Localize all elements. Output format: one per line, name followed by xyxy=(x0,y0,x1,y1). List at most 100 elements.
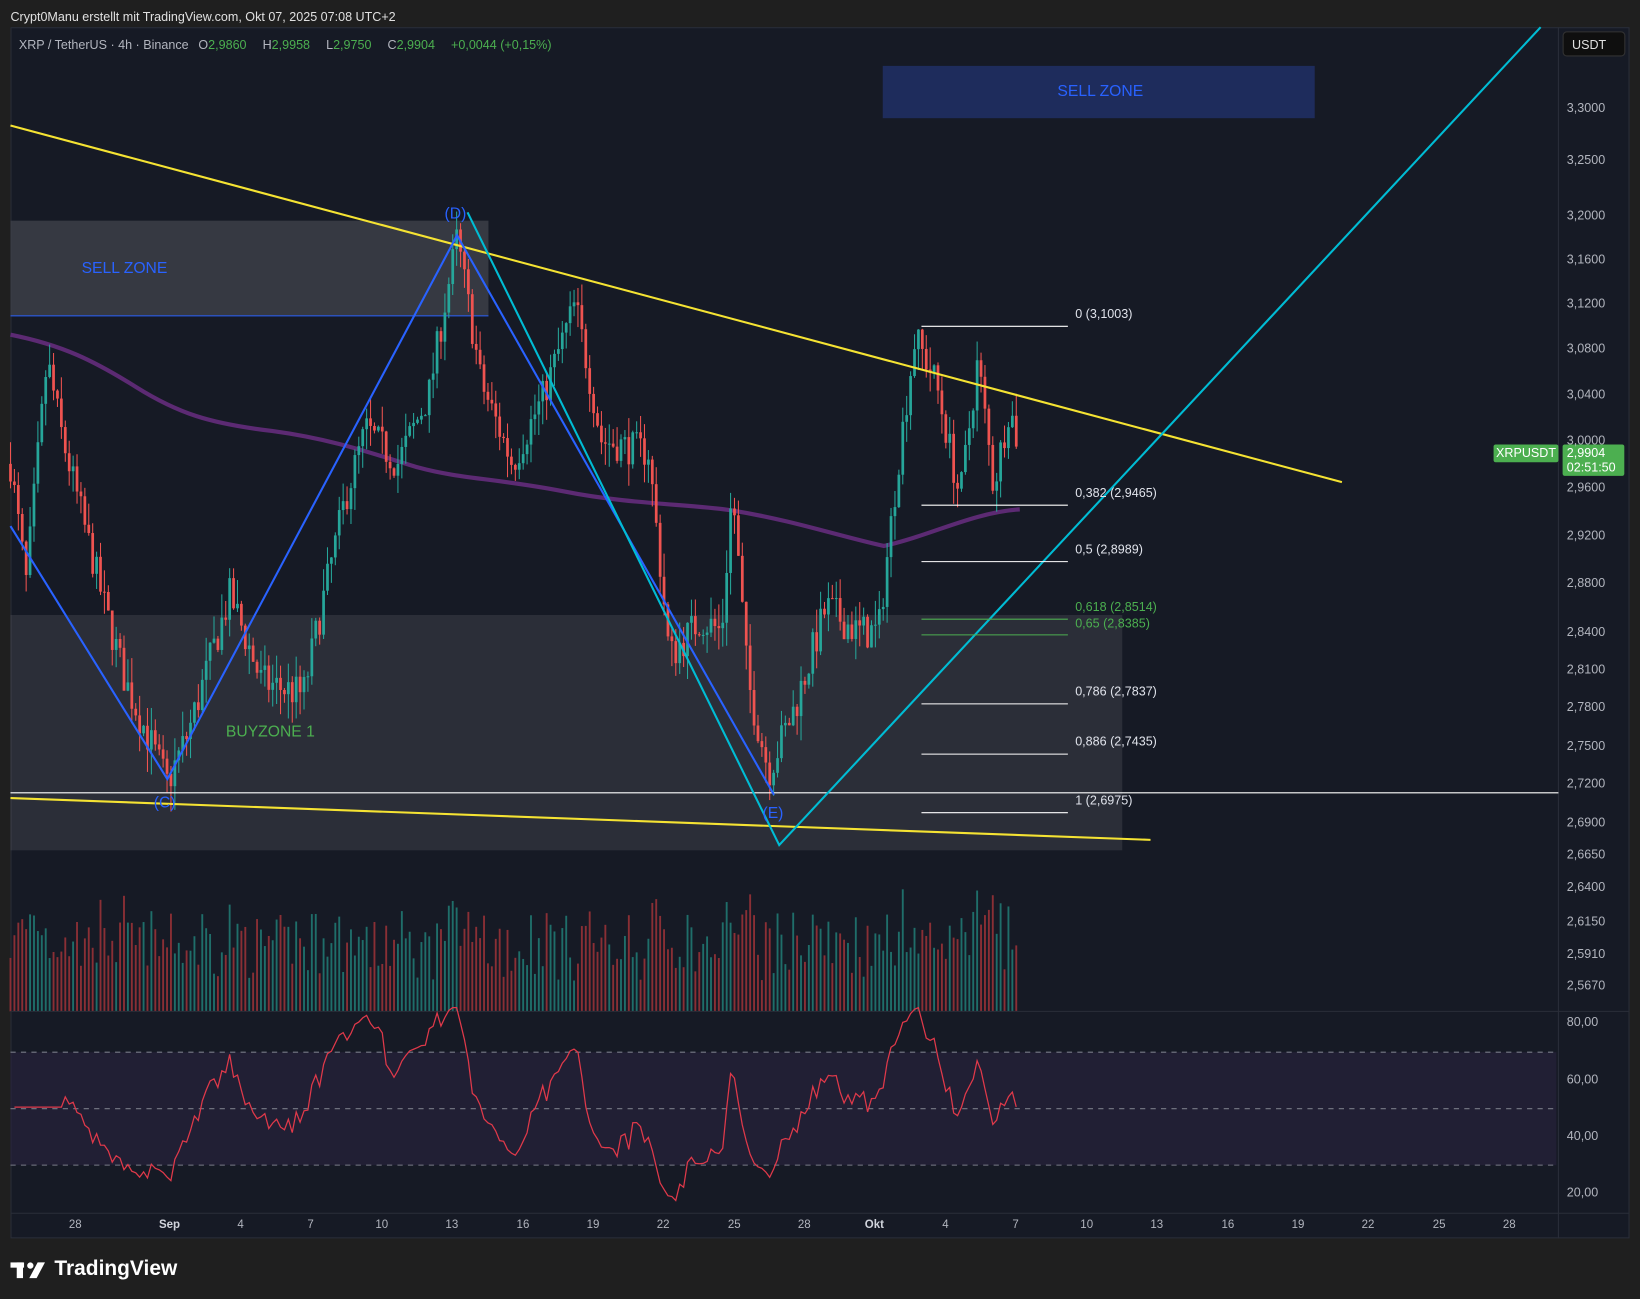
candle-body[interactable] xyxy=(365,418,368,430)
candle-body[interactable] xyxy=(858,620,862,626)
candle-body[interactable] xyxy=(705,632,709,635)
candle-body[interactable] xyxy=(838,598,842,622)
candle-body[interactable] xyxy=(639,432,642,439)
candle-body[interactable] xyxy=(803,680,807,685)
candle-body[interactable] xyxy=(286,682,290,695)
candle-body[interactable] xyxy=(811,632,815,674)
candle-body[interactable] xyxy=(948,433,952,443)
candle-body[interactable] xyxy=(870,625,873,648)
candle-body[interactable] xyxy=(799,680,803,717)
candle-body[interactable] xyxy=(416,419,419,423)
candle-body[interactable] xyxy=(443,312,447,342)
candle-body[interactable] xyxy=(204,660,208,680)
candle-body[interactable] xyxy=(760,741,764,748)
candle-body[interactable] xyxy=(87,524,91,534)
candle-body[interactable] xyxy=(275,677,278,683)
candle-body[interactable] xyxy=(79,491,83,497)
candle-body[interactable] xyxy=(654,484,658,523)
candle-body[interactable] xyxy=(564,323,568,333)
candle-body[interactable] xyxy=(369,418,372,426)
candle-body[interactable] xyxy=(16,485,20,514)
candle-body[interactable] xyxy=(337,510,341,536)
candle-body[interactable] xyxy=(157,744,161,750)
candle-body[interactable] xyxy=(224,617,228,620)
candle-body[interactable] xyxy=(999,442,1002,482)
candle-body[interactable] xyxy=(99,556,102,592)
candle-body[interactable] xyxy=(165,758,169,774)
candle-body[interactable] xyxy=(52,364,55,391)
candle-body[interactable] xyxy=(208,642,212,661)
candle-body[interactable] xyxy=(517,463,521,470)
candle-body[interactable] xyxy=(678,642,682,664)
candle-body[interactable] xyxy=(1010,415,1014,428)
candle-body[interactable] xyxy=(662,576,666,605)
candle-body[interactable] xyxy=(960,472,963,489)
candle-body[interactable] xyxy=(533,414,537,420)
candle-body[interactable] xyxy=(513,464,517,470)
candle-body[interactable] xyxy=(991,444,995,491)
candle-body[interactable] xyxy=(380,426,384,432)
candle-body[interactable] xyxy=(247,645,251,650)
candle-body[interactable] xyxy=(795,706,799,717)
candle-body[interactable] xyxy=(913,349,916,377)
candle-body[interactable] xyxy=(1014,415,1018,447)
candle-body[interactable] xyxy=(787,722,791,726)
candle-body[interactable] xyxy=(827,598,830,615)
candle-body[interactable] xyxy=(901,421,905,475)
candle-body[interactable] xyxy=(502,436,505,439)
candle-body[interactable] xyxy=(619,439,623,461)
candle-body[interactable] xyxy=(631,432,635,465)
candle-body[interactable] xyxy=(193,702,196,723)
candle-body[interactable] xyxy=(44,377,48,404)
candle-body[interactable] xyxy=(67,453,71,472)
candle-body[interactable] xyxy=(510,456,513,465)
candle-body[interactable] xyxy=(474,343,478,350)
candle-body[interactable] xyxy=(506,438,509,457)
candle-body[interactable] xyxy=(713,618,717,627)
candle-body[interactable] xyxy=(674,641,678,664)
candle-body[interactable] xyxy=(161,749,165,759)
candle-body[interactable] xyxy=(611,443,615,447)
candle-body[interactable] xyxy=(130,682,134,709)
candle-body[interactable] xyxy=(596,413,599,426)
candle-body[interactable] xyxy=(384,431,388,462)
candle-body[interactable] xyxy=(302,677,306,693)
candle-body[interactable] xyxy=(584,329,588,369)
candle-body[interactable] xyxy=(251,645,255,662)
candle-body[interactable] xyxy=(28,526,32,576)
candle-body[interactable] xyxy=(643,438,646,465)
candle-body[interactable] xyxy=(854,620,858,639)
candle-body[interactable] xyxy=(298,676,302,693)
candle-body[interactable] xyxy=(91,533,95,574)
candle-body[interactable] xyxy=(772,772,775,786)
candle-body[interactable] xyxy=(1003,442,1006,449)
candle-body[interactable] xyxy=(780,725,783,759)
candle-body[interactable] xyxy=(263,665,267,670)
candle-body[interactable] xyxy=(979,360,983,377)
candle-body[interactable] xyxy=(866,616,869,648)
upper-trendline[interactable] xyxy=(10,124,1343,484)
candle-body[interactable] xyxy=(150,730,153,750)
candle-body[interactable] xyxy=(936,365,940,391)
candle-body[interactable] xyxy=(228,578,232,620)
candle-body[interactable] xyxy=(568,306,572,324)
candle-body[interactable] xyxy=(834,598,838,600)
candle-body[interactable] xyxy=(200,679,204,711)
candle-body[interactable] xyxy=(24,541,28,576)
candle-body[interactable] xyxy=(721,622,725,629)
candle-body[interactable] xyxy=(118,639,122,648)
candle-body[interactable] xyxy=(846,624,850,640)
candle-body[interactable] xyxy=(709,618,713,633)
candle-body[interactable] xyxy=(971,410,975,429)
candle-body[interactable] xyxy=(956,482,959,489)
candle-body[interactable] xyxy=(924,348,928,370)
candle-body[interactable] xyxy=(964,444,967,473)
candle-body[interactable] xyxy=(874,624,877,626)
candle-body[interactable] xyxy=(478,349,482,365)
candle-body[interactable] xyxy=(447,284,451,313)
candle-body[interactable] xyxy=(271,682,275,690)
currency-button[interactable]: USDT xyxy=(1562,31,1626,57)
sell-zone-right[interactable] xyxy=(882,65,1315,119)
candle-body[interactable] xyxy=(173,760,177,787)
